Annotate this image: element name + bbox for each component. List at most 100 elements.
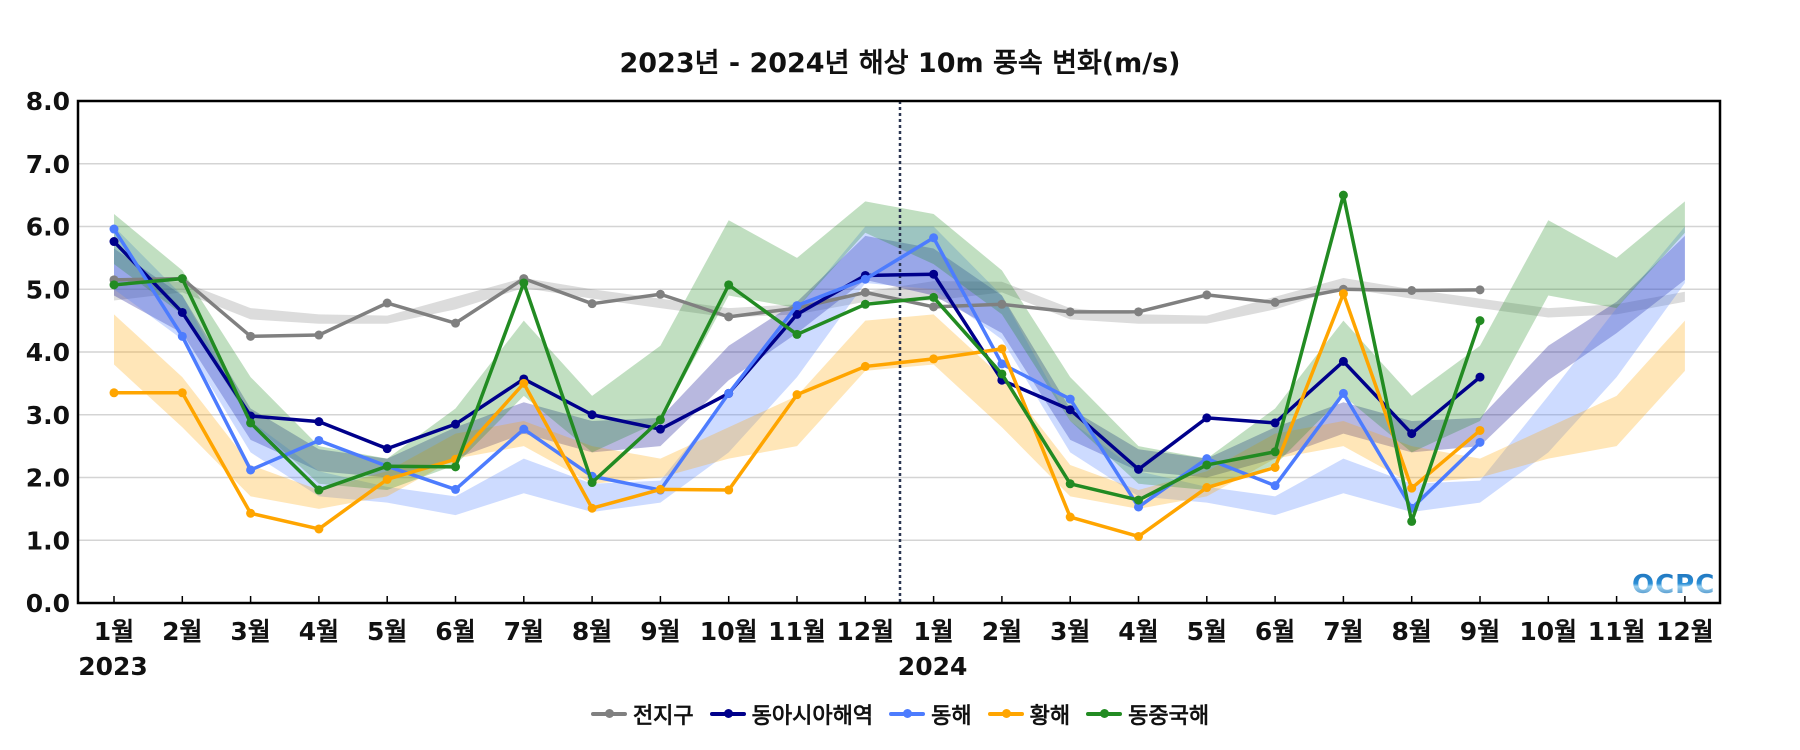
data-point-동아시아해역	[109, 237, 119, 247]
data-point-동해	[1202, 454, 1212, 464]
data-point-동중국해	[1202, 460, 1212, 470]
data-point-동중국해	[314, 485, 324, 495]
x-tick-label: 3월	[1050, 617, 1090, 646]
y-tick-label: 7.0	[26, 150, 70, 179]
data-point-황해	[1270, 462, 1280, 472]
data-point-동아시아해역	[1202, 413, 1212, 423]
data-point-동해	[860, 274, 870, 284]
x-tick-label: 1월	[94, 617, 134, 646]
x-tick-label: 4월	[1118, 617, 1158, 646]
y-tick-label: 0.0	[26, 589, 70, 618]
data-point-동해	[997, 359, 1007, 369]
series-lines	[109, 190, 1485, 541]
legend-item[interactable]: 전지구	[590, 698, 694, 730]
data-point-전지구	[1270, 297, 1280, 307]
data-point-동해	[314, 435, 324, 445]
x-tick-label: 1월	[913, 617, 953, 646]
data-point-황해	[314, 524, 324, 534]
data-point-전지구	[314, 330, 324, 340]
data-point-전지구	[1202, 290, 1212, 300]
x-tick-label: 6월	[435, 617, 475, 646]
data-point-동해	[1475, 437, 1485, 447]
data-point-전지구	[860, 287, 870, 297]
data-point-동해	[109, 224, 119, 234]
data-point-동중국해	[792, 329, 802, 339]
data-point-전지구	[1475, 285, 1485, 295]
legend-item[interactable]: 동해	[889, 698, 972, 730]
data-point-황해	[1407, 483, 1417, 493]
data-point-황해	[1202, 483, 1212, 493]
legend-item[interactable]: 동아시아해역	[709, 698, 874, 730]
data-point-황해	[792, 390, 802, 400]
data-point-동중국해	[109, 280, 119, 290]
data-point-황해	[587, 503, 597, 513]
data-point-동해	[1270, 481, 1280, 491]
data-point-동아시아해역	[1338, 356, 1348, 366]
data-point-전지구	[655, 289, 665, 299]
data-point-동중국해	[929, 292, 939, 302]
data-point-동해	[1134, 502, 1143, 512]
data-point-동중국해	[860, 299, 870, 309]
x-tick-label: 3월	[230, 617, 270, 646]
data-point-황해	[1134, 531, 1143, 541]
legend-line-marker-icon	[889, 709, 926, 718]
y-tick-label: 2.0	[26, 464, 70, 493]
legend-item[interactable]: 황해	[987, 698, 1071, 730]
data-point-동아시아해역	[177, 307, 187, 317]
data-point-전지구	[724, 312, 734, 322]
data-point-전지구	[997, 299, 1007, 309]
y-tick-label: 4.0	[26, 338, 70, 367]
band-동중국해	[114, 201, 1685, 491]
y-tick-label: 1.0	[26, 526, 70, 555]
data-point-황해	[519, 378, 529, 388]
legend-label: 황해	[1029, 704, 1071, 729]
data-point-동중국해	[246, 418, 256, 428]
data-point-동중국해	[1270, 447, 1280, 457]
data-point-동아시아해역	[792, 309, 802, 319]
legend-line-marker-icon	[709, 709, 746, 718]
data-point-황해	[997, 344, 1007, 354]
band-동해	[114, 226, 1685, 516]
y-tick-label: 5.0	[26, 275, 70, 304]
data-point-동중국해	[519, 278, 529, 288]
data-point-동해	[724, 388, 734, 398]
x-tick-label: 8월	[572, 617, 612, 646]
data-point-황해	[724, 485, 734, 495]
data-point-전지구	[929, 302, 939, 312]
x-tick-label: 9월	[1460, 617, 1500, 646]
x-tick-label: 5월	[1187, 617, 1227, 646]
x-tick-label: 9월	[640, 617, 680, 646]
y-tick-label: 8.0	[26, 87, 70, 116]
data-point-전지구	[451, 318, 460, 328]
data-point-동아시아해역	[451, 419, 460, 429]
data-point-동중국해	[1065, 479, 1075, 489]
x-axis: 1월 2월 3월 4월 5월 6월 7월 8월 9월 10월 11월 12월 1월 2월 3월 4월 5월 6월 7…	[78, 596, 1714, 681]
legend-label: 동아시아해역	[751, 704, 874, 729]
data-point-동중국해	[724, 280, 734, 290]
data-point-황해	[929, 354, 939, 364]
data-point-전지구	[382, 298, 392, 308]
legend-item[interactable]: 동중국해	[1086, 698, 1209, 730]
data-point-동해	[1338, 388, 1348, 398]
data-point-전지구	[1134, 307, 1143, 317]
data-point-전지구	[246, 331, 256, 341]
data-point-전지구	[587, 299, 597, 309]
data-point-동중국해	[1475, 316, 1485, 326]
x-tick-label: 11월	[768, 617, 826, 646]
data-point-황해	[246, 508, 256, 518]
x-tick-label: 5월	[367, 617, 407, 646]
chart-title: 2023년 - 2024년 해상 10m 풍속 변화(m/s)	[619, 48, 1180, 79]
data-point-동아시아해역	[1270, 418, 1280, 428]
x-tick-label: 12월	[1656, 617, 1714, 646]
data-point-동중국해	[1338, 190, 1348, 200]
data-point-동아시아해역	[1134, 464, 1143, 474]
legend-line-marker-icon	[987, 709, 1024, 718]
data-point-동해	[246, 465, 256, 475]
data-point-동아시아해역	[382, 444, 392, 454]
x-tick-label: 11월	[1588, 617, 1646, 646]
legend: 전지구 동아시아해역 동해 황해 동중국해	[0, 698, 1800, 730]
data-point-동해	[929, 233, 939, 243]
y-axis: 0.0 1.0 2.0 3.0 4.0 5.0 6.0 7.0 8.0	[26, 87, 70, 618]
data-point-동중국해	[587, 478, 597, 488]
data-point-황해	[109, 388, 119, 398]
